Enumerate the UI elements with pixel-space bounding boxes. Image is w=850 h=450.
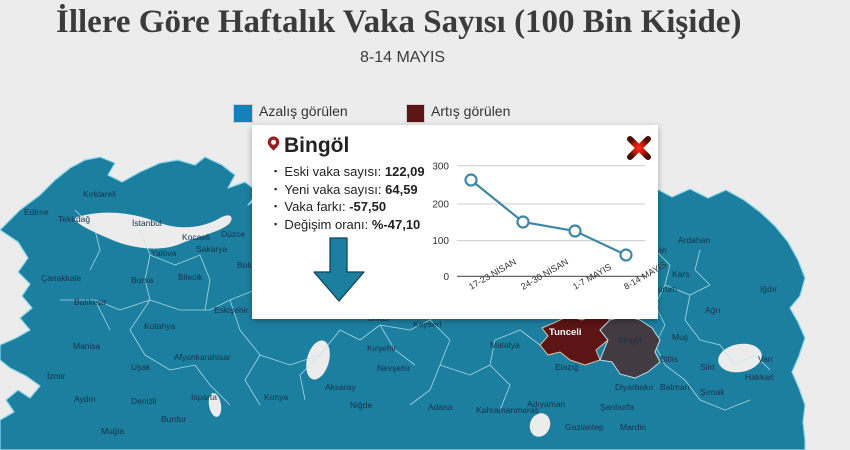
svg-text:Manisa: Manisa xyxy=(73,341,101,351)
svg-text:İstanbul: İstanbul xyxy=(132,218,162,228)
svg-text:17-23 NİSAN: 17-23 NİSAN xyxy=(467,257,518,292)
svg-text:Van: Van xyxy=(758,354,773,364)
svg-text:Iğdır: Iğdır xyxy=(760,284,777,294)
svg-text:Gaziantep: Gaziantep xyxy=(565,422,604,432)
svg-text:Çanakkale: Çanakkale xyxy=(41,273,81,283)
svg-text:100: 100 xyxy=(432,236,449,247)
svg-text:Edirne: Edirne xyxy=(24,207,49,217)
svg-text:Yalova: Yalova xyxy=(151,248,177,258)
svg-text:Uşak: Uşak xyxy=(131,362,151,372)
svg-text:Balıkesir: Balıkesir xyxy=(74,297,107,307)
svg-text:Diyarbakır: Diyarbakır xyxy=(615,382,654,392)
svg-text:0: 0 xyxy=(443,272,449,283)
svg-text:Malatya: Malatya xyxy=(490,340,520,350)
svg-text:Bilecik: Bilecik xyxy=(178,272,203,282)
svg-text:Aksaray: Aksaray xyxy=(325,382,356,392)
svg-text:Hakkari: Hakkari xyxy=(745,372,774,382)
svg-text:Düzce: Düzce xyxy=(221,229,245,239)
svg-text:Denizli: Denizli xyxy=(131,396,157,406)
svg-text:Adıyaman: Adıyaman xyxy=(527,399,566,409)
svg-text:Bitlis: Bitlis xyxy=(660,354,678,364)
svg-text:Kocaeli: Kocaeli xyxy=(182,232,210,242)
svg-text:Tekirdağ: Tekirdağ xyxy=(58,214,90,224)
svg-text:Muğla: Muğla xyxy=(101,426,124,436)
svg-text:Kırklareli: Kırklareli xyxy=(83,189,116,199)
svg-text:Ağrı: Ağrı xyxy=(705,305,721,315)
svg-text:Şırnak: Şırnak xyxy=(700,387,725,397)
svg-text:Batman: Batman xyxy=(660,382,690,392)
svg-text:24-30 NİSAN: 24-30 NİSAN xyxy=(519,257,570,292)
svg-text:Kütahya: Kütahya xyxy=(144,321,175,331)
svg-text:Siirt: Siirt xyxy=(700,362,715,372)
svg-text:Niğde: Niğde xyxy=(350,400,372,410)
svg-text:Şanlıurfa: Şanlıurfa xyxy=(600,402,634,412)
svg-text:İzmir: İzmir xyxy=(47,371,66,381)
svg-text:Kars: Kars xyxy=(672,269,689,279)
svg-text:Tunceli: Tunceli xyxy=(549,327,582,338)
svg-text:Ardahan: Ardahan xyxy=(678,235,710,245)
svg-text:Eskişehir: Eskişehir xyxy=(214,305,249,315)
svg-text:Afyonkarahisar: Afyonkarahisar xyxy=(174,352,231,362)
svg-text:Burdur: Burdur xyxy=(161,414,187,424)
svg-text:Sakarya: Sakarya xyxy=(196,244,227,254)
svg-text:300: 300 xyxy=(432,162,449,173)
svg-text:Elazığ: Elazığ xyxy=(555,362,579,372)
svg-text:Aydın: Aydın xyxy=(74,394,96,404)
svg-text:Bingöl: Bingöl xyxy=(618,335,642,345)
svg-text:Adana: Adana xyxy=(428,402,453,412)
svg-text:Kırşehir: Kırşehir xyxy=(367,343,396,353)
svg-text:Muş: Muş xyxy=(672,332,688,342)
svg-text:Kayseri: Kayseri xyxy=(413,319,441,329)
svg-text:Nevşehir: Nevşehir xyxy=(377,363,411,373)
svg-text:Mardin: Mardin xyxy=(620,422,646,432)
svg-text:Konya: Konya xyxy=(264,392,288,402)
svg-text:200: 200 xyxy=(432,200,449,211)
svg-text:Bursa: Bursa xyxy=(131,275,153,285)
svg-text:Isparta: Isparta xyxy=(191,392,217,402)
